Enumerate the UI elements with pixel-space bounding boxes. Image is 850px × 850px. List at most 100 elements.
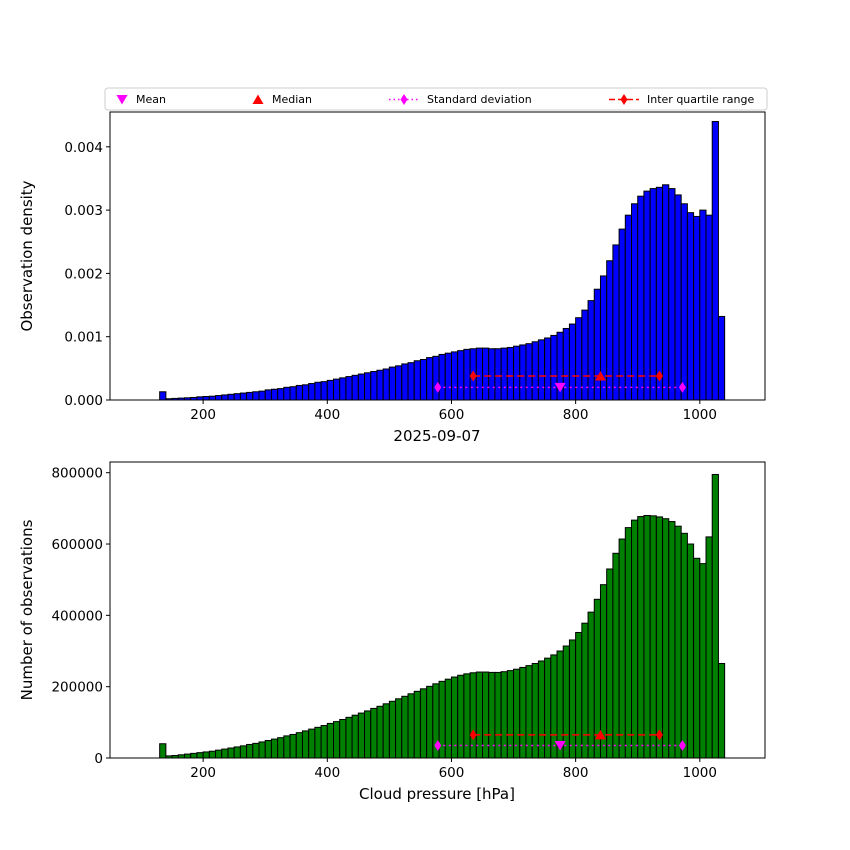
histogram-bar — [295, 732, 303, 759]
histogram-bar — [357, 373, 366, 401]
histogram-bar — [568, 639, 577, 759]
x-tick-label: 400 — [314, 407, 340, 423]
histogram-bar — [693, 557, 701, 759]
histogram-bar — [668, 521, 676, 759]
median-triangle-up-icon — [252, 94, 264, 104]
histogram-bar — [426, 685, 434, 759]
histogram-bar — [283, 386, 291, 401]
std-range-diamond-icon — [434, 381, 442, 393]
histogram-bar — [258, 741, 266, 759]
std-range-diamond-icon — [434, 740, 442, 752]
histogram-bar — [544, 337, 552, 401]
histogram-bar — [562, 327, 570, 401]
histogram-bar — [407, 693, 415, 759]
histogram-bar — [624, 214, 633, 401]
histogram-bar — [662, 518, 670, 759]
histogram-bar — [662, 184, 670, 401]
histogram-bar — [215, 395, 223, 401]
histogram-bar — [357, 712, 366, 759]
histogram-bar — [624, 527, 633, 759]
histogram-bar — [686, 543, 695, 759]
y-tick-label: 0.001 — [64, 330, 103, 346]
histogram-bar — [550, 334, 558, 401]
histogram-bar — [233, 393, 241, 401]
legend-label-mean: Mean — [136, 93, 166, 106]
histogram-bar — [631, 519, 639, 759]
histogram-bar — [376, 369, 384, 401]
histogram-bar — [277, 388, 285, 401]
histogram-bar — [233, 746, 241, 759]
histogram-bar — [494, 348, 502, 401]
histogram-bar — [419, 688, 428, 759]
histogram-bar — [587, 611, 595, 759]
histogram-bar — [277, 737, 285, 759]
histogram-bar — [711, 473, 719, 759]
histogram-bar — [413, 360, 421, 401]
histogram-bar — [450, 351, 459, 401]
histogram-bar — [202, 751, 210, 759]
histogram-bar — [432, 355, 440, 401]
y-tick-label: 600000 — [51, 537, 103, 553]
histogram-bar — [475, 347, 484, 401]
histogram-bar — [631, 203, 639, 401]
histogram-bar — [382, 368, 390, 401]
histogram-bar — [208, 750, 217, 759]
histogram-bar — [388, 366, 397, 401]
histogram-bar — [264, 740, 272, 759]
histogram-bar — [606, 568, 614, 759]
histogram-bar — [537, 660, 546, 759]
histogram-bar — [482, 347, 490, 401]
x-tick-label: 1000 — [683, 765, 717, 781]
histogram-bar — [395, 698, 403, 759]
iqr-range-diamond-icon — [469, 729, 477, 741]
std-range-diamond-icon — [678, 381, 686, 393]
histogram-bar — [202, 396, 210, 401]
legend-item-median: Median — [252, 93, 312, 106]
histogram-bar — [618, 538, 626, 759]
legend-item-std: Standard deviation — [389, 93, 532, 106]
iqr-range-diamond-icon — [655, 729, 663, 741]
histogram-bar — [705, 536, 713, 759]
legend-item-iqr: Inter quartile range — [609, 93, 754, 106]
histogram-bar — [401, 363, 409, 401]
histogram-bar — [333, 378, 341, 401]
histogram-bar — [525, 343, 533, 401]
histogram-bar — [444, 352, 452, 401]
histogram-bar — [159, 391, 167, 401]
histogram-bar — [370, 707, 378, 759]
histogram-bar — [637, 195, 645, 401]
histogram-bar — [252, 742, 260, 759]
x-tick-label: 600 — [439, 407, 465, 423]
histogram-bar — [246, 743, 254, 759]
legend-box — [104, 87, 768, 111]
histogram-bar — [246, 391, 254, 401]
histogram-bar — [320, 381, 328, 401]
histogram-bar — [283, 735, 291, 759]
histogram-bar — [711, 120, 719, 401]
y-tick-label: 200000 — [51, 680, 103, 696]
histogram-bar — [301, 730, 310, 759]
histogram-bar — [531, 341, 539, 401]
legend: Mean Median Standard deviation Inter qua… — [104, 87, 768, 111]
y-tick-label: 800000 — [51, 466, 103, 482]
histogram-bar — [643, 190, 651, 401]
histogram-bar — [649, 515, 657, 759]
histogram-bar — [693, 215, 701, 401]
histogram-bar — [513, 345, 521, 401]
histogram-bar — [364, 372, 372, 401]
histogram-bar — [376, 705, 384, 759]
y-tick-label: 0.003 — [64, 203, 103, 219]
histogram-bar — [506, 346, 515, 401]
top-ylabel: Observation density — [18, 180, 36, 331]
histogram-bar — [407, 362, 415, 401]
histogram-bar — [252, 391, 260, 401]
top-axes: 200 400 600 800 1000 0.000 0.001 0.002 0.003 0.00… — [64, 111, 766, 423]
histogram-bar — [568, 323, 577, 401]
legend-item-mean: Mean — [116, 93, 166, 106]
histogram-bar — [575, 631, 583, 759]
histogram-bar — [674, 525, 682, 759]
histogram-bar — [351, 714, 359, 759]
histogram-bar — [333, 721, 341, 759]
histogram-bar — [537, 339, 546, 401]
